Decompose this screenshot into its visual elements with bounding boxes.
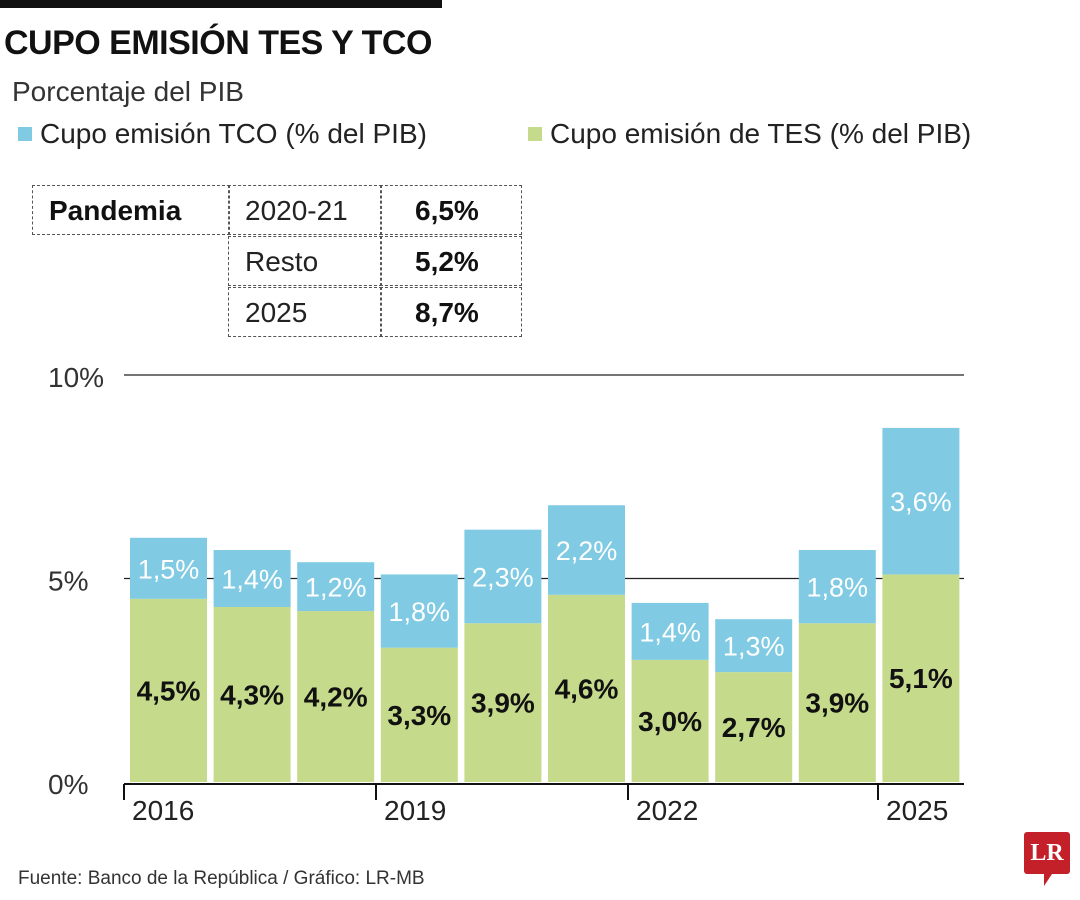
legend-label: Cupo emisión de TES (% del PIB) [550,118,972,149]
table-row-value: 6,5% [380,185,522,235]
top-rule [0,0,442,8]
bar-tco [631,602,709,660]
bar-tes [297,611,375,782]
x-tick-label: 2016 [132,795,194,826]
x-tick-label: 2022 [636,795,698,826]
data-label-tco: 1,4% [221,565,283,595]
table-group-label: Pandemia [32,185,230,235]
bar-tes [130,598,207,782]
data-label-tco: 1,4% [639,617,701,647]
bar-tes [715,672,793,782]
bar-tes [213,606,291,782]
bar-tco [548,505,625,595]
table-row-label: 2020-21 [228,185,382,235]
data-label-tes: 3,9% [805,688,869,719]
bar-tco [882,427,960,575]
data-label-tes: 5,1% [889,663,953,694]
data-label-tes: 3,9% [471,688,535,719]
chart-subtitle: Porcentaje del PIB [12,76,244,107]
bar-tes [631,659,709,782]
data-label-tes: 3,0% [638,706,702,737]
legend-item-tes: Cupo emisión de TES (% del PIB) [528,118,971,150]
data-label-tes: 2,7% [722,712,786,743]
bar-tco [130,537,207,599]
bar-tes [464,623,542,782]
data-label-tco: 2,2% [556,536,618,566]
bar-tco [715,619,793,673]
chart-title: CUPO EMISIÓN TES Y TCO [4,24,432,62]
bar-tco [380,574,458,648]
data-label-tco: 1,8% [807,573,869,603]
bar-tco [213,550,291,607]
data-label-tco: 2,3% [472,562,534,592]
data-label-tes: 3,3% [387,700,451,731]
bar-tes [882,574,960,782]
bar-tes [548,594,625,782]
table-row-label: 2025 [228,287,382,337]
table-row-label: Resto [228,236,382,286]
data-label-tco: 1,5% [138,554,200,584]
bar-tco [798,550,876,624]
legend-label: Cupo emisión TCO (% del PIB) [40,118,427,149]
data-label-tes: 4,2% [304,682,368,713]
bar-tco [297,562,375,612]
data-label-tco: 1,8% [389,597,451,627]
table-row-value: 5,2% [380,236,522,286]
source-note: Fuente: Banco de la República / Gráfico:… [18,868,425,889]
y-tick-label: 0% [48,769,88,800]
data-label-tes: 4,3% [220,679,284,710]
legend-swatch [528,127,542,141]
data-label-tes: 4,5% [137,675,201,706]
x-tick-label: 2019 [384,795,446,826]
bar-tco [464,529,542,624]
lr-logo: LR [1024,832,1070,886]
legend-item-tco: Cupo emisión TCO (% del PIB) [18,118,427,150]
data-label-tes: 4,6% [555,673,619,704]
data-label-tco: 3,6% [890,487,952,517]
y-tick-label: 10% [48,362,104,393]
legend-swatch [18,127,32,141]
x-tick-label: 2025 [886,795,948,826]
data-label-tco: 1,2% [305,573,367,603]
y-tick-label: 5% [48,566,88,597]
bar-tes [380,647,458,782]
table-row-value: 8,7% [380,287,522,337]
data-label-tco: 1,3% [723,632,785,662]
bar-tes [798,623,876,782]
